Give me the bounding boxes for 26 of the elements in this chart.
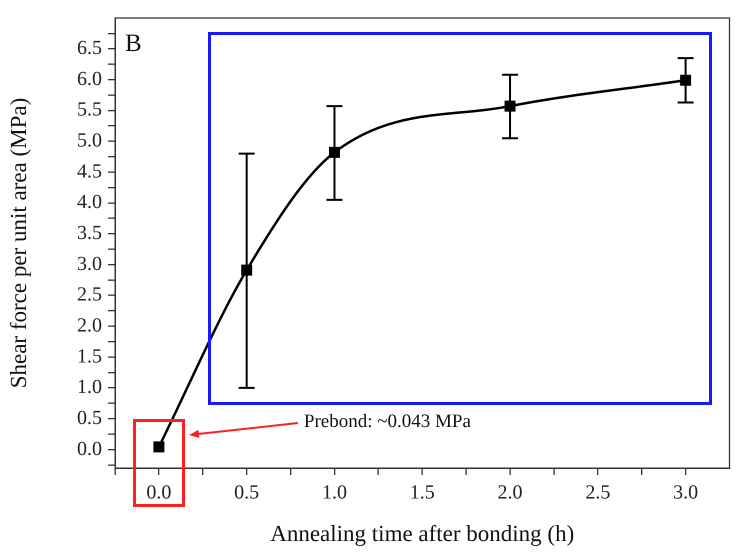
y-tick-label: 6.0 [77,68,102,90]
x-tick-label: 1.0 [322,481,347,504]
y-tick-label: 6.5 [77,37,102,60]
x-tick-label: 0.0 [146,481,172,504]
y-tick-label: 2.5 [77,284,102,306]
y-tick-label: 4.0 [77,191,102,214]
x-tick-label: 0.5 [234,481,260,504]
annotation: B [125,30,142,58]
y-tick-label: 0.5 [77,406,102,429]
x-tick-label: 3.0 [673,481,698,504]
y-tick-label: 0.0 [77,438,102,460]
y-tick-label: 5.5 [77,98,102,121]
y-tick-label: 4.5 [77,160,102,182]
y-tick-label: 1.5 [77,345,102,368]
y-tick-label: 1.0 [77,376,102,398]
x-tick-label: 2.0 [498,481,523,504]
y-axis-title: Shear force per unit area (MPa) [6,98,31,388]
x-tick-label: 1.5 [410,481,435,504]
y-tick-label: 3.5 [77,222,102,244]
y-tick-label: 5.0 [77,130,102,152]
x-tick-label: 2.5 [585,481,610,504]
y-tick-label: 2.0 [77,314,102,336]
y-tick-label: 3.0 [77,252,102,275]
point [153,441,164,452]
x-axis-title: Annealing time after bonding (h) [270,521,574,546]
annotation: Prebond: ~0.043 MPa [304,410,471,433]
